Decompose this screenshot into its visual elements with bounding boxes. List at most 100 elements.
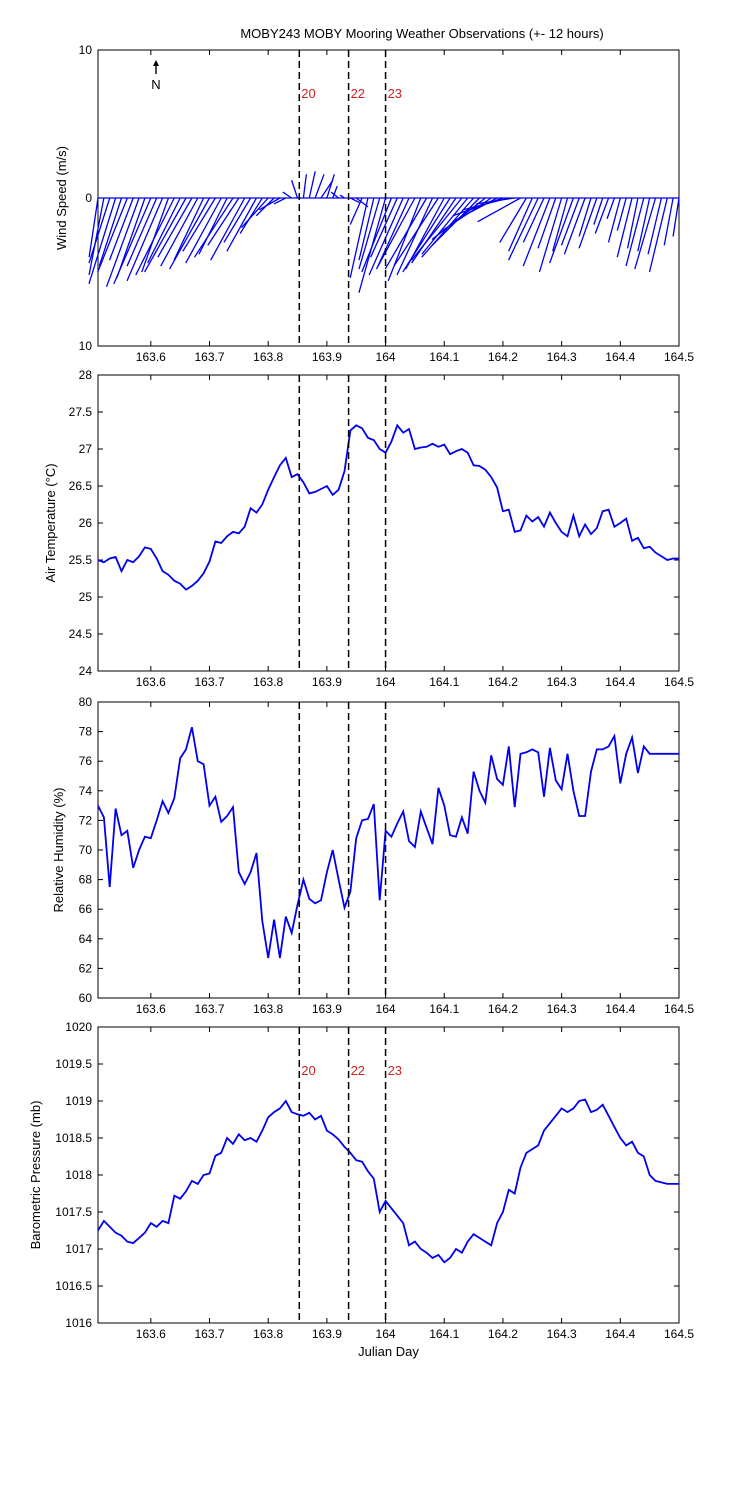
wind-stick: [499, 197, 527, 243]
wind-stick: [185, 197, 222, 264]
y-tick-label: 62: [79, 961, 93, 975]
wind-stick: [97, 197, 128, 273]
wind-stick: [607, 197, 621, 243]
y-tick-label: 27.5: [69, 405, 93, 419]
y-axis-label: Air Temperature (°C): [43, 463, 58, 582]
event-label: 20: [301, 86, 315, 101]
rh-series-line: [97, 726, 679, 959]
x-tick-label: 164.5: [664, 675, 694, 689]
wind-stick: [198, 197, 228, 255]
x-tick-label: 163.7: [194, 1002, 224, 1016]
y-tick-label: 70: [79, 843, 93, 857]
x-tick-label: 164.3: [547, 675, 577, 689]
wind-stick: [593, 197, 604, 225]
y-tick-label: 78: [79, 725, 93, 739]
x-tick-label: 164.2: [488, 1327, 518, 1341]
wind-stick: [616, 197, 633, 258]
x-tick-label: 163.8: [253, 1327, 283, 1341]
wind-stick: [508, 197, 533, 252]
panels: 163.6 163.7 163.8 163.9 164 164.1 164.2 164.3 16…: [28, 43, 694, 1359]
x-tick-label: 164.2: [488, 675, 518, 689]
wind-stick: [647, 197, 663, 255]
wind-stick: [223, 197, 252, 243]
wind-stick: [330, 191, 340, 199]
x-tick-label: 164.3: [547, 350, 577, 364]
wind-stick: [226, 197, 258, 252]
wind-stick: [375, 197, 416, 270]
y-tick-label: 10: [79, 339, 93, 353]
wind-stick: [507, 197, 539, 261]
x-tick-label: 163.7: [194, 1327, 224, 1341]
y-tick-label: 10: [79, 43, 93, 57]
wind-stick: [368, 197, 404, 276]
figure-title: MOBY243 MOBY Mooring Weather Observation…: [240, 26, 603, 41]
wind-stick: [105, 197, 140, 288]
wind-stick: [349, 197, 363, 225]
x-tick-label: 164.1: [429, 1327, 459, 1341]
event-label: 23: [388, 86, 402, 101]
temp-series-line: [97, 423, 679, 591]
wind-stick: [616, 197, 627, 231]
x-tick-label: 164.5: [664, 350, 694, 364]
y-axis-label: Wind Speed (m/s): [54, 146, 69, 250]
x-tick-label: 164.5: [664, 1327, 694, 1341]
wind-stick: [672, 197, 680, 237]
wind-stick: [663, 197, 674, 246]
y-tick-label: 64: [79, 932, 93, 946]
wind-stick: [210, 197, 246, 261]
wind-stick: [88, 197, 111, 264]
wind-stick: [563, 197, 586, 255]
x-tick-label: 164: [376, 675, 396, 689]
y-tick-label: 74: [79, 784, 93, 798]
x-tick-label: 163.9: [312, 1002, 342, 1016]
wind-stick: [308, 171, 316, 199]
wind-stick: [314, 174, 325, 199]
north-label: N: [151, 77, 160, 92]
wind-stick: [168, 197, 211, 270]
y-tick-label: 1016.5: [55, 1279, 92, 1293]
x-tick-label: 163.6: [136, 1002, 166, 1016]
wind-stick: [88, 197, 99, 258]
baro-series-line: [97, 1098, 679, 1264]
y-tick-label: 1017: [65, 1242, 92, 1256]
y-tick-label: 1018.5: [55, 1131, 92, 1145]
x-tick-label: 164: [376, 1002, 396, 1016]
x-tick-label: 163.7: [194, 350, 224, 364]
wind-stick: [626, 197, 639, 249]
y-tick-label: 28: [79, 368, 93, 382]
wind-stick: [88, 197, 117, 285]
panel-rh: 163.6 163.7 163.8 163.9 164 164.1 164.2 164.3 16…: [51, 695, 694, 1016]
wind-stick: [637, 197, 651, 252]
x-tick-label: 164: [376, 350, 396, 364]
wind-stick: [332, 185, 338, 199]
wind-stick: [193, 197, 234, 258]
wind-stick: [625, 197, 645, 267]
y-tick-label: 26.5: [69, 479, 93, 493]
x-tick-label: 163.8: [253, 1002, 283, 1016]
wind-stick: [396, 197, 434, 276]
wind-stick: [370, 197, 398, 258]
x-tick-label: 163.6: [136, 1327, 166, 1341]
y-tick-label: 27: [79, 442, 93, 456]
x-tick-label: 163.7: [194, 675, 224, 689]
wind-stick: [411, 197, 463, 261]
wind-stick: [538, 197, 563, 273]
x-tick-label: 163.6: [136, 350, 166, 364]
wind-stick: [384, 197, 428, 270]
event-label: 22: [351, 1063, 365, 1078]
north-arrow-head-icon: [153, 60, 159, 66]
wind-stick: [402, 197, 451, 273]
wind-stick: [113, 197, 152, 285]
y-tick-label: 80: [79, 695, 93, 709]
y-tick-label: 68: [79, 873, 93, 887]
plot-frame: [97, 374, 680, 672]
x-tick-label: 164.1: [429, 350, 459, 364]
wind-stick: [144, 197, 187, 273]
wind-stick: [326, 174, 335, 199]
x-tick-label: 164.3: [547, 1327, 577, 1341]
wind-stick: [241, 197, 269, 229]
y-tick-label: 72: [79, 813, 93, 827]
y-tick-label: 1016: [65, 1316, 92, 1330]
x-tick-label: 164.4: [605, 1327, 635, 1341]
x-tick-label: 164.4: [605, 1002, 635, 1016]
